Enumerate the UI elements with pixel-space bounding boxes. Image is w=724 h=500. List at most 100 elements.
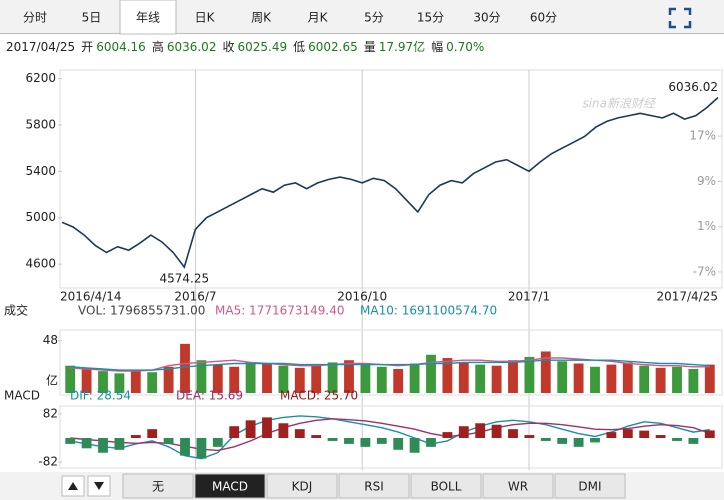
indicator-button-label: WR <box>508 480 528 494</box>
bar <box>245 420 256 438</box>
bar <box>114 373 125 393</box>
y-tick-label: 48 <box>43 333 58 347</box>
plot-frame <box>59 69 723 289</box>
bar <box>81 438 92 449</box>
indicator-button-label: BOLL <box>431 480 462 494</box>
quote-value: 6002.65 <box>308 40 358 54</box>
bar <box>163 438 174 444</box>
quote-line: 2017/04/25 开 6004.16 高 6036.02 收 6025.49 低 6002.… <box>6 39 484 54</box>
bar <box>311 435 322 438</box>
bar <box>557 438 568 444</box>
bar <box>491 365 502 393</box>
legend-entry: MACD: 25.70 <box>280 389 358 403</box>
y2-tick-label: -7% <box>693 264 716 278</box>
bar <box>393 368 404 393</box>
indicator-button[interactable] <box>554 473 626 499</box>
tab[interactable]: 60分 <box>530 11 557 25</box>
bar <box>704 430 715 438</box>
bar <box>344 438 354 444</box>
bar <box>672 438 682 441</box>
tab[interactable]: 日K <box>195 11 216 25</box>
bar <box>524 356 535 393</box>
bar <box>688 368 699 393</box>
bar <box>393 438 404 450</box>
bar <box>475 423 486 438</box>
y-tick-label: -82 <box>38 455 58 469</box>
quote-value: 6004.16 <box>96 40 146 54</box>
indicator-buttons: 无 MACD KDJ RSI BOLL WR DMI <box>122 473 626 499</box>
bar <box>655 435 666 438</box>
bar <box>376 438 387 444</box>
bar <box>655 367 666 393</box>
quote-value: 17.97亿 <box>379 39 425 54</box>
panel-label: 成交 <box>4 303 28 318</box>
x-tick-label: 2016/10 <box>337 290 387 304</box>
bar <box>81 368 92 393</box>
tab[interactable]: 15分 <box>417 11 444 25</box>
bar <box>442 358 453 393</box>
bar <box>426 354 436 393</box>
bar <box>180 343 190 393</box>
bar <box>475 364 486 393</box>
indicator-button[interactable] <box>338 473 410 499</box>
bar <box>557 361 568 393</box>
bar <box>311 364 322 393</box>
quote-value: 6036.02 <box>167 40 217 54</box>
y-tick-label: 5000 <box>25 210 56 224</box>
bar <box>639 365 650 393</box>
bar <box>147 429 158 438</box>
bar <box>622 362 633 393</box>
quote-date: 2017/04/25 <box>6 40 75 54</box>
bar <box>409 363 420 393</box>
tab[interactable]: 月K <box>308 11 329 25</box>
bar <box>65 438 76 444</box>
bar <box>130 435 141 438</box>
indicator-button-label: KDJ <box>292 480 313 494</box>
bar <box>294 367 305 393</box>
bar <box>508 429 518 438</box>
bar <box>245 362 256 393</box>
bar <box>327 362 338 393</box>
tab[interactable]: 周K <box>251 11 272 25</box>
indicator-button[interactable] <box>482 473 554 499</box>
y2-tick-label: 9% <box>697 174 716 188</box>
indicator-button[interactable] <box>266 473 338 499</box>
tab[interactable]: 30分 <box>473 11 500 25</box>
fullscreen-icon[interactable] <box>668 7 692 29</box>
bar <box>426 438 436 447</box>
bar <box>442 432 453 438</box>
x-tick-label: 2017/1 <box>508 290 550 304</box>
legend-entry: DIF: 28.54 <box>70 389 131 403</box>
tab[interactable]: 5分 <box>364 11 384 25</box>
down-arrow-icon <box>94 482 104 490</box>
indicator-button[interactable] <box>194 473 266 499</box>
bar <box>590 366 600 393</box>
bar <box>672 366 682 393</box>
bar <box>294 429 305 438</box>
indicator-button[interactable] <box>410 473 482 499</box>
indicator-button[interactable] <box>122 473 194 499</box>
bar <box>458 362 469 393</box>
price-line <box>61 96 719 269</box>
bar <box>491 424 502 438</box>
tab[interactable]: 年线 <box>136 11 160 25</box>
y-tick-label: 5800 <box>25 117 56 131</box>
quote-label: 幅 <box>431 39 443 54</box>
indicator-line <box>70 359 710 371</box>
bar <box>114 438 125 450</box>
bar <box>606 364 617 393</box>
y-tick-label: 5400 <box>25 164 56 178</box>
bar <box>376 366 387 393</box>
tab-bar <box>0 0 724 34</box>
bar <box>327 438 338 441</box>
bar <box>573 438 584 447</box>
bar <box>196 360 207 393</box>
bar <box>360 438 371 447</box>
watermark: sina新浪财经 <box>582 97 657 111</box>
tab[interactable]: 分时 <box>23 11 47 25</box>
bar <box>540 438 551 441</box>
quote-label: 低 <box>293 40 305 54</box>
tab[interactable]: 5日 <box>82 11 102 25</box>
bar <box>278 365 289 393</box>
